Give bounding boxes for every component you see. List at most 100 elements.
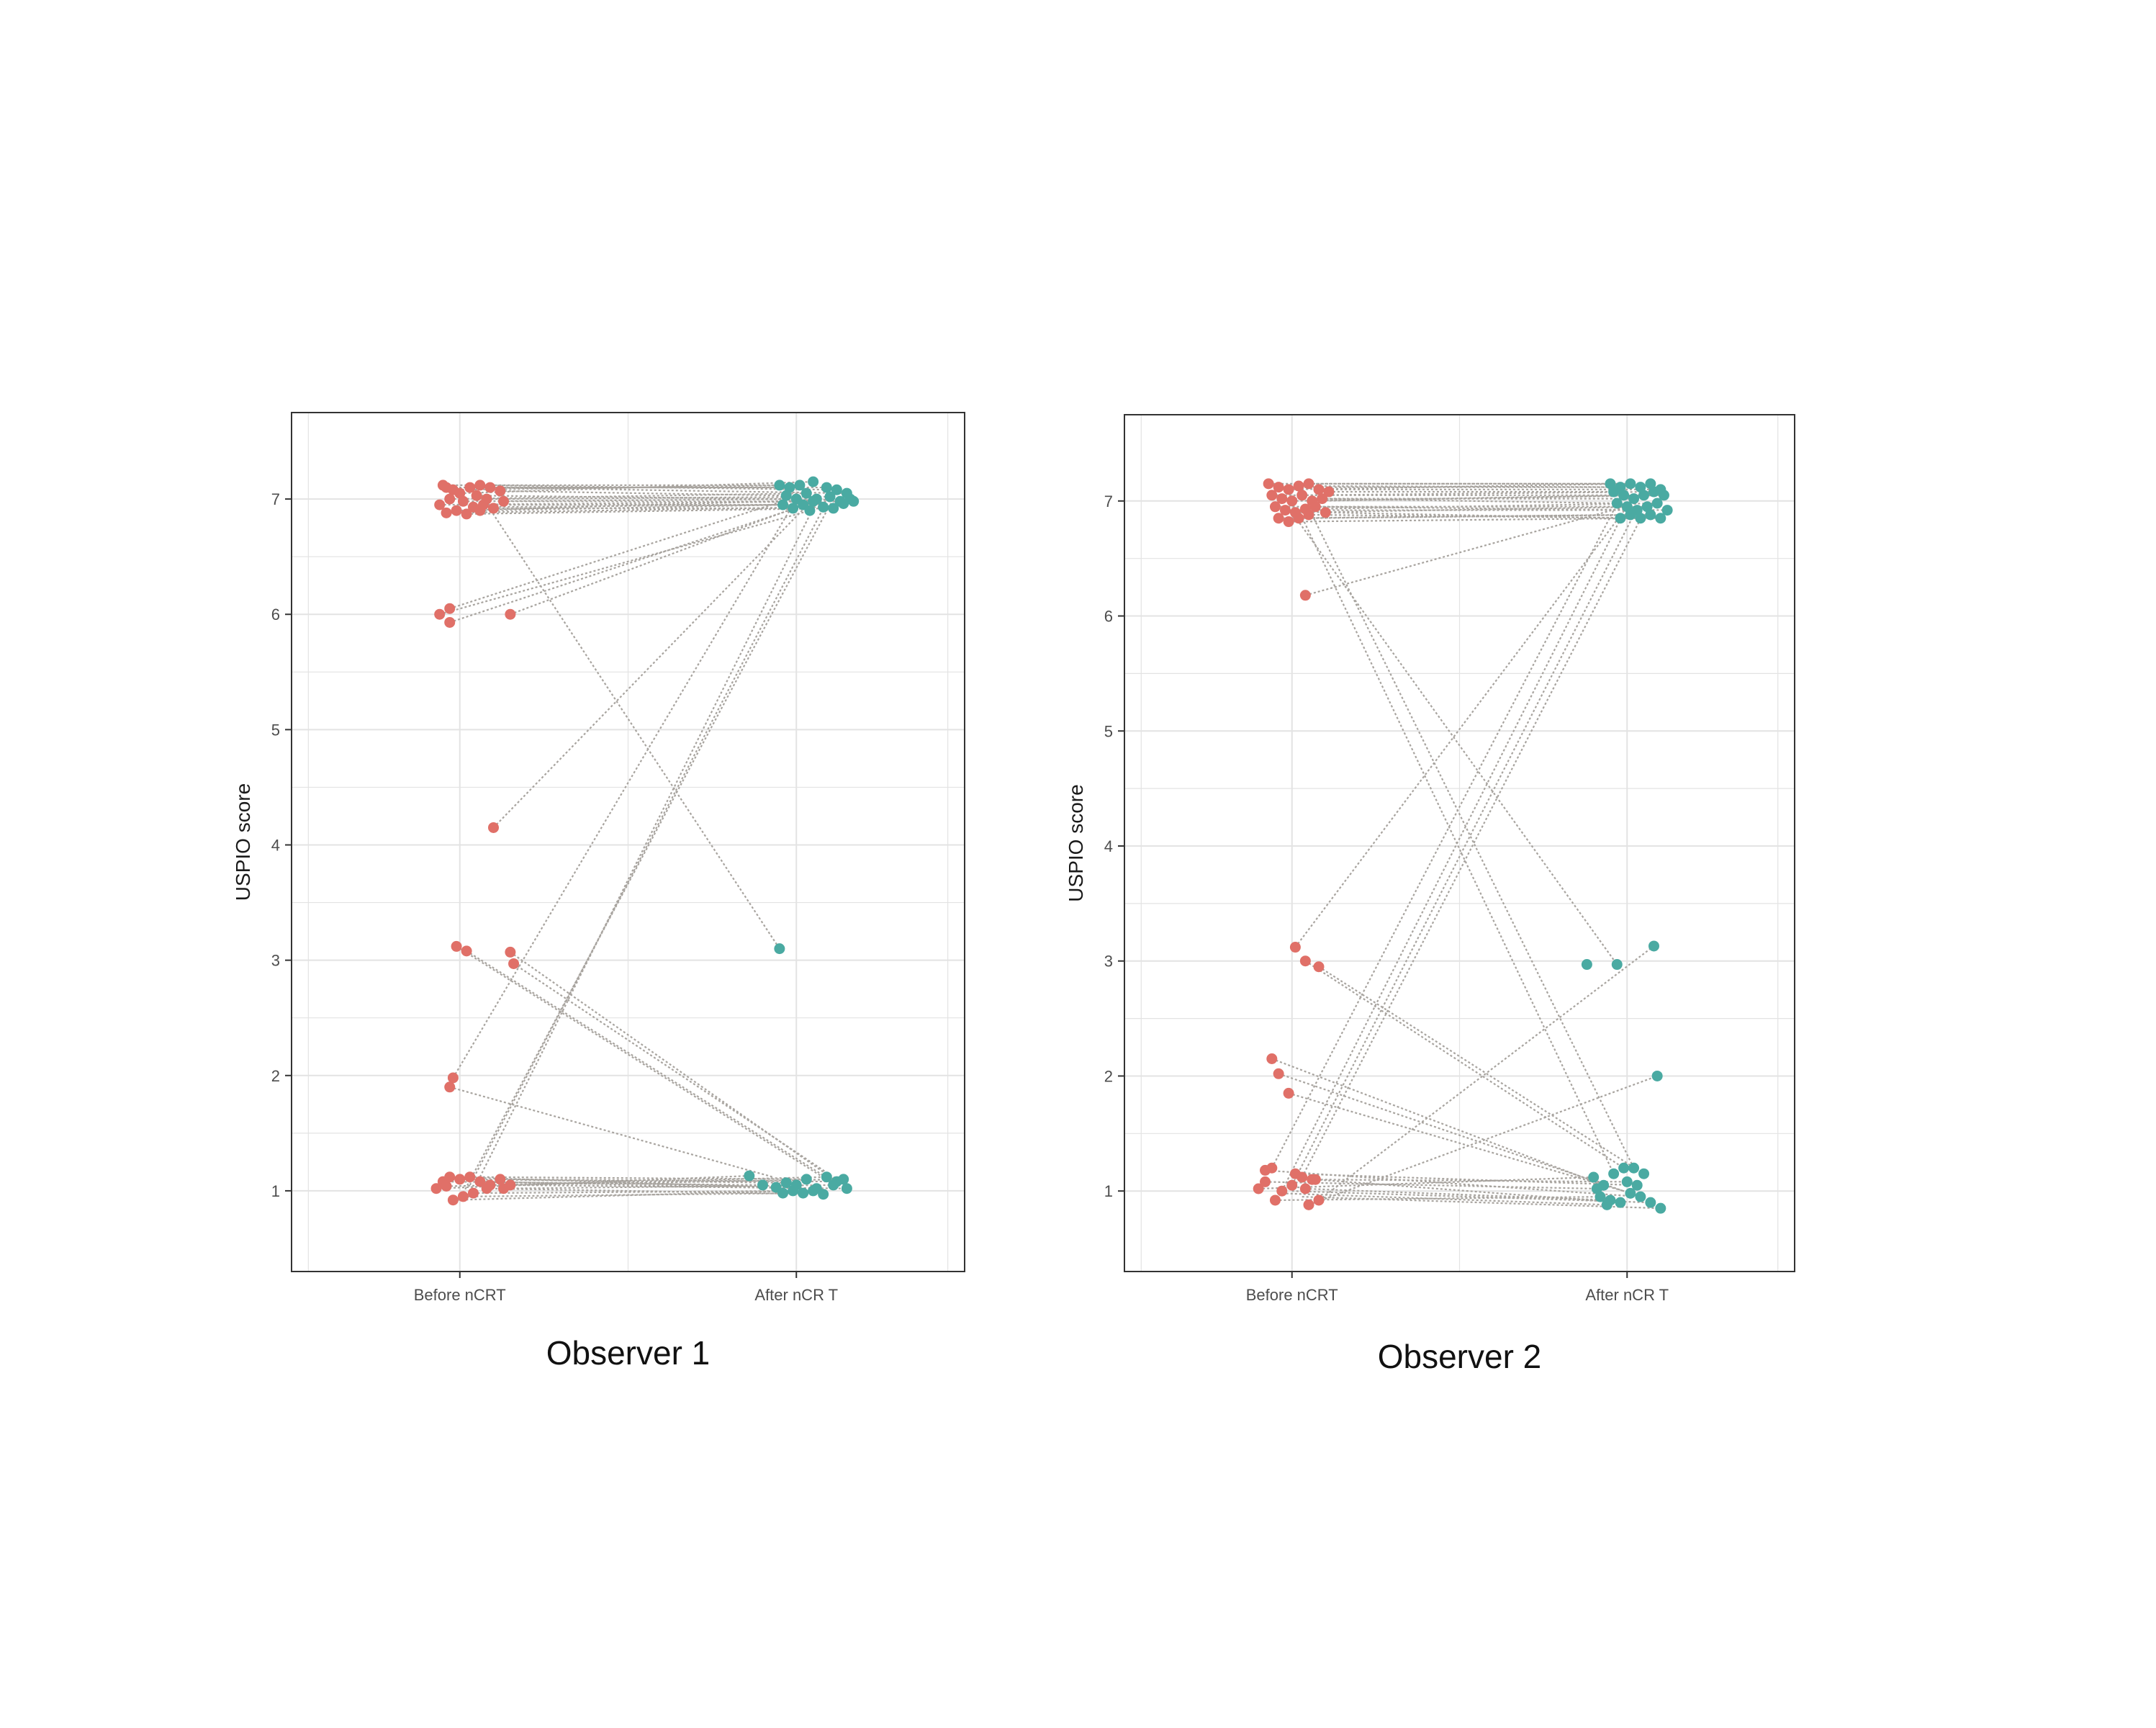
point-after	[1588, 1171, 1600, 1183]
chart-panel-observer-1: 1 2 3 4 5 6 7 Before nCRT After nCR T USPIO sc…	[232, 412, 965, 1372]
point-before	[1266, 490, 1278, 501]
point-after	[1635, 513, 1646, 524]
y-tick-label: 1	[1104, 1182, 1113, 1200]
point-before	[1293, 480, 1304, 492]
point-after	[838, 1174, 849, 1185]
pair-connector-line	[1301, 512, 1645, 1178]
y-tick-label: 7	[1104, 492, 1113, 510]
pair-connector-line	[1271, 510, 1615, 1169]
connecting-lines	[1258, 482, 1668, 1210]
x-tick-labels: Before nCRT After nCR T	[414, 1272, 838, 1304]
pair-connector-line	[1305, 502, 1638, 596]
point-before	[505, 608, 516, 620]
point-after	[808, 495, 819, 507]
point-before	[451, 505, 462, 516]
data-points	[1253, 478, 1673, 1214]
point-before	[498, 495, 510, 507]
pair-connector-line	[466, 507, 834, 516]
point-after	[1615, 513, 1626, 524]
point-after	[1625, 509, 1636, 521]
gridlines	[292, 413, 965, 1272]
point-after	[1625, 478, 1636, 490]
point-before	[484, 482, 496, 493]
point-after	[1581, 959, 1592, 971]
pair-connector-line	[1318, 966, 1645, 1175]
pair-connector-line	[1288, 1092, 1624, 1192]
pair-connector-line	[1291, 514, 1635, 1186]
point-before	[1286, 1179, 1298, 1191]
pair-connector-line	[1289, 482, 1630, 490]
pair-connector-line	[487, 495, 831, 500]
panel-caption: Observer 2	[1378, 1338, 1542, 1375]
point-after	[1628, 493, 1640, 505]
y-tick-label: 5	[271, 721, 280, 739]
point-before	[1299, 955, 1311, 967]
point-before	[444, 493, 456, 505]
pair-connector-line	[462, 504, 831, 1194]
point-before	[1266, 1053, 1278, 1064]
pair-connector-line	[492, 498, 814, 829]
point-after	[1645, 509, 1656, 521]
y-tick-label: 1	[271, 1182, 280, 1200]
point-after	[838, 498, 849, 510]
point-after	[808, 476, 819, 487]
pair-connector-line	[469, 508, 824, 1186]
point-before	[441, 507, 452, 518]
pair-connector-line	[1294, 506, 1628, 948]
pair-connector-line	[1311, 514, 1635, 1169]
point-before	[1276, 493, 1288, 505]
point-before	[495, 485, 506, 497]
point-after	[744, 1170, 755, 1182]
point-before	[464, 482, 476, 493]
point-before	[1313, 961, 1325, 973]
data-points	[430, 476, 860, 1206]
point-after	[780, 1177, 792, 1189]
point-before	[498, 1183, 510, 1194]
y-tick-label: 3	[1104, 953, 1113, 971]
point-after	[798, 1187, 809, 1199]
pair-connector-line	[449, 495, 797, 610]
pair-connector-line	[1299, 485, 1641, 488]
point-before	[1269, 501, 1281, 513]
point-before	[1289, 942, 1301, 953]
point-before	[1260, 1176, 1271, 1187]
point-before	[481, 1183, 492, 1194]
point-after	[788, 503, 799, 514]
point-before	[434, 499, 446, 510]
point-before	[430, 1183, 442, 1194]
y-tick-label: 3	[271, 952, 280, 970]
pair-connector-line	[1265, 1181, 1597, 1190]
point-before	[441, 1181, 452, 1192]
point-before	[1269, 1194, 1281, 1206]
point-after	[1621, 1176, 1633, 1187]
point-after	[788, 1185, 799, 1197]
point-before	[444, 616, 456, 628]
point-after	[1625, 1187, 1636, 1199]
point-before	[451, 940, 462, 952]
pair-connector-line	[449, 1176, 777, 1189]
point-before	[474, 505, 486, 516]
panel-border	[1124, 414, 1795, 1272]
point-before	[495, 1174, 506, 1185]
point-after	[1648, 486, 1659, 498]
point-before	[1283, 484, 1294, 495]
point-after	[1638, 490, 1650, 501]
point-after	[821, 482, 832, 493]
point-after	[1651, 498, 1663, 509]
point-before	[454, 487, 466, 499]
point-before	[474, 480, 486, 491]
pair-connector-line	[1308, 1075, 1658, 1206]
panel-caption: Observer 1	[546, 1334, 711, 1372]
pair-connector-line	[500, 490, 787, 497]
x-tick-labels: Before nCRT After nCR T	[1246, 1272, 1669, 1304]
point-after	[1655, 513, 1666, 524]
point-before	[467, 1187, 479, 1199]
point-after	[800, 1174, 812, 1185]
pair-connector-line	[459, 480, 813, 495]
point-before	[1253, 1183, 1264, 1194]
point-after	[1655, 1202, 1666, 1214]
y-tick-label: 6	[1104, 608, 1113, 626]
point-after	[818, 1189, 829, 1200]
point-after	[757, 1179, 768, 1191]
